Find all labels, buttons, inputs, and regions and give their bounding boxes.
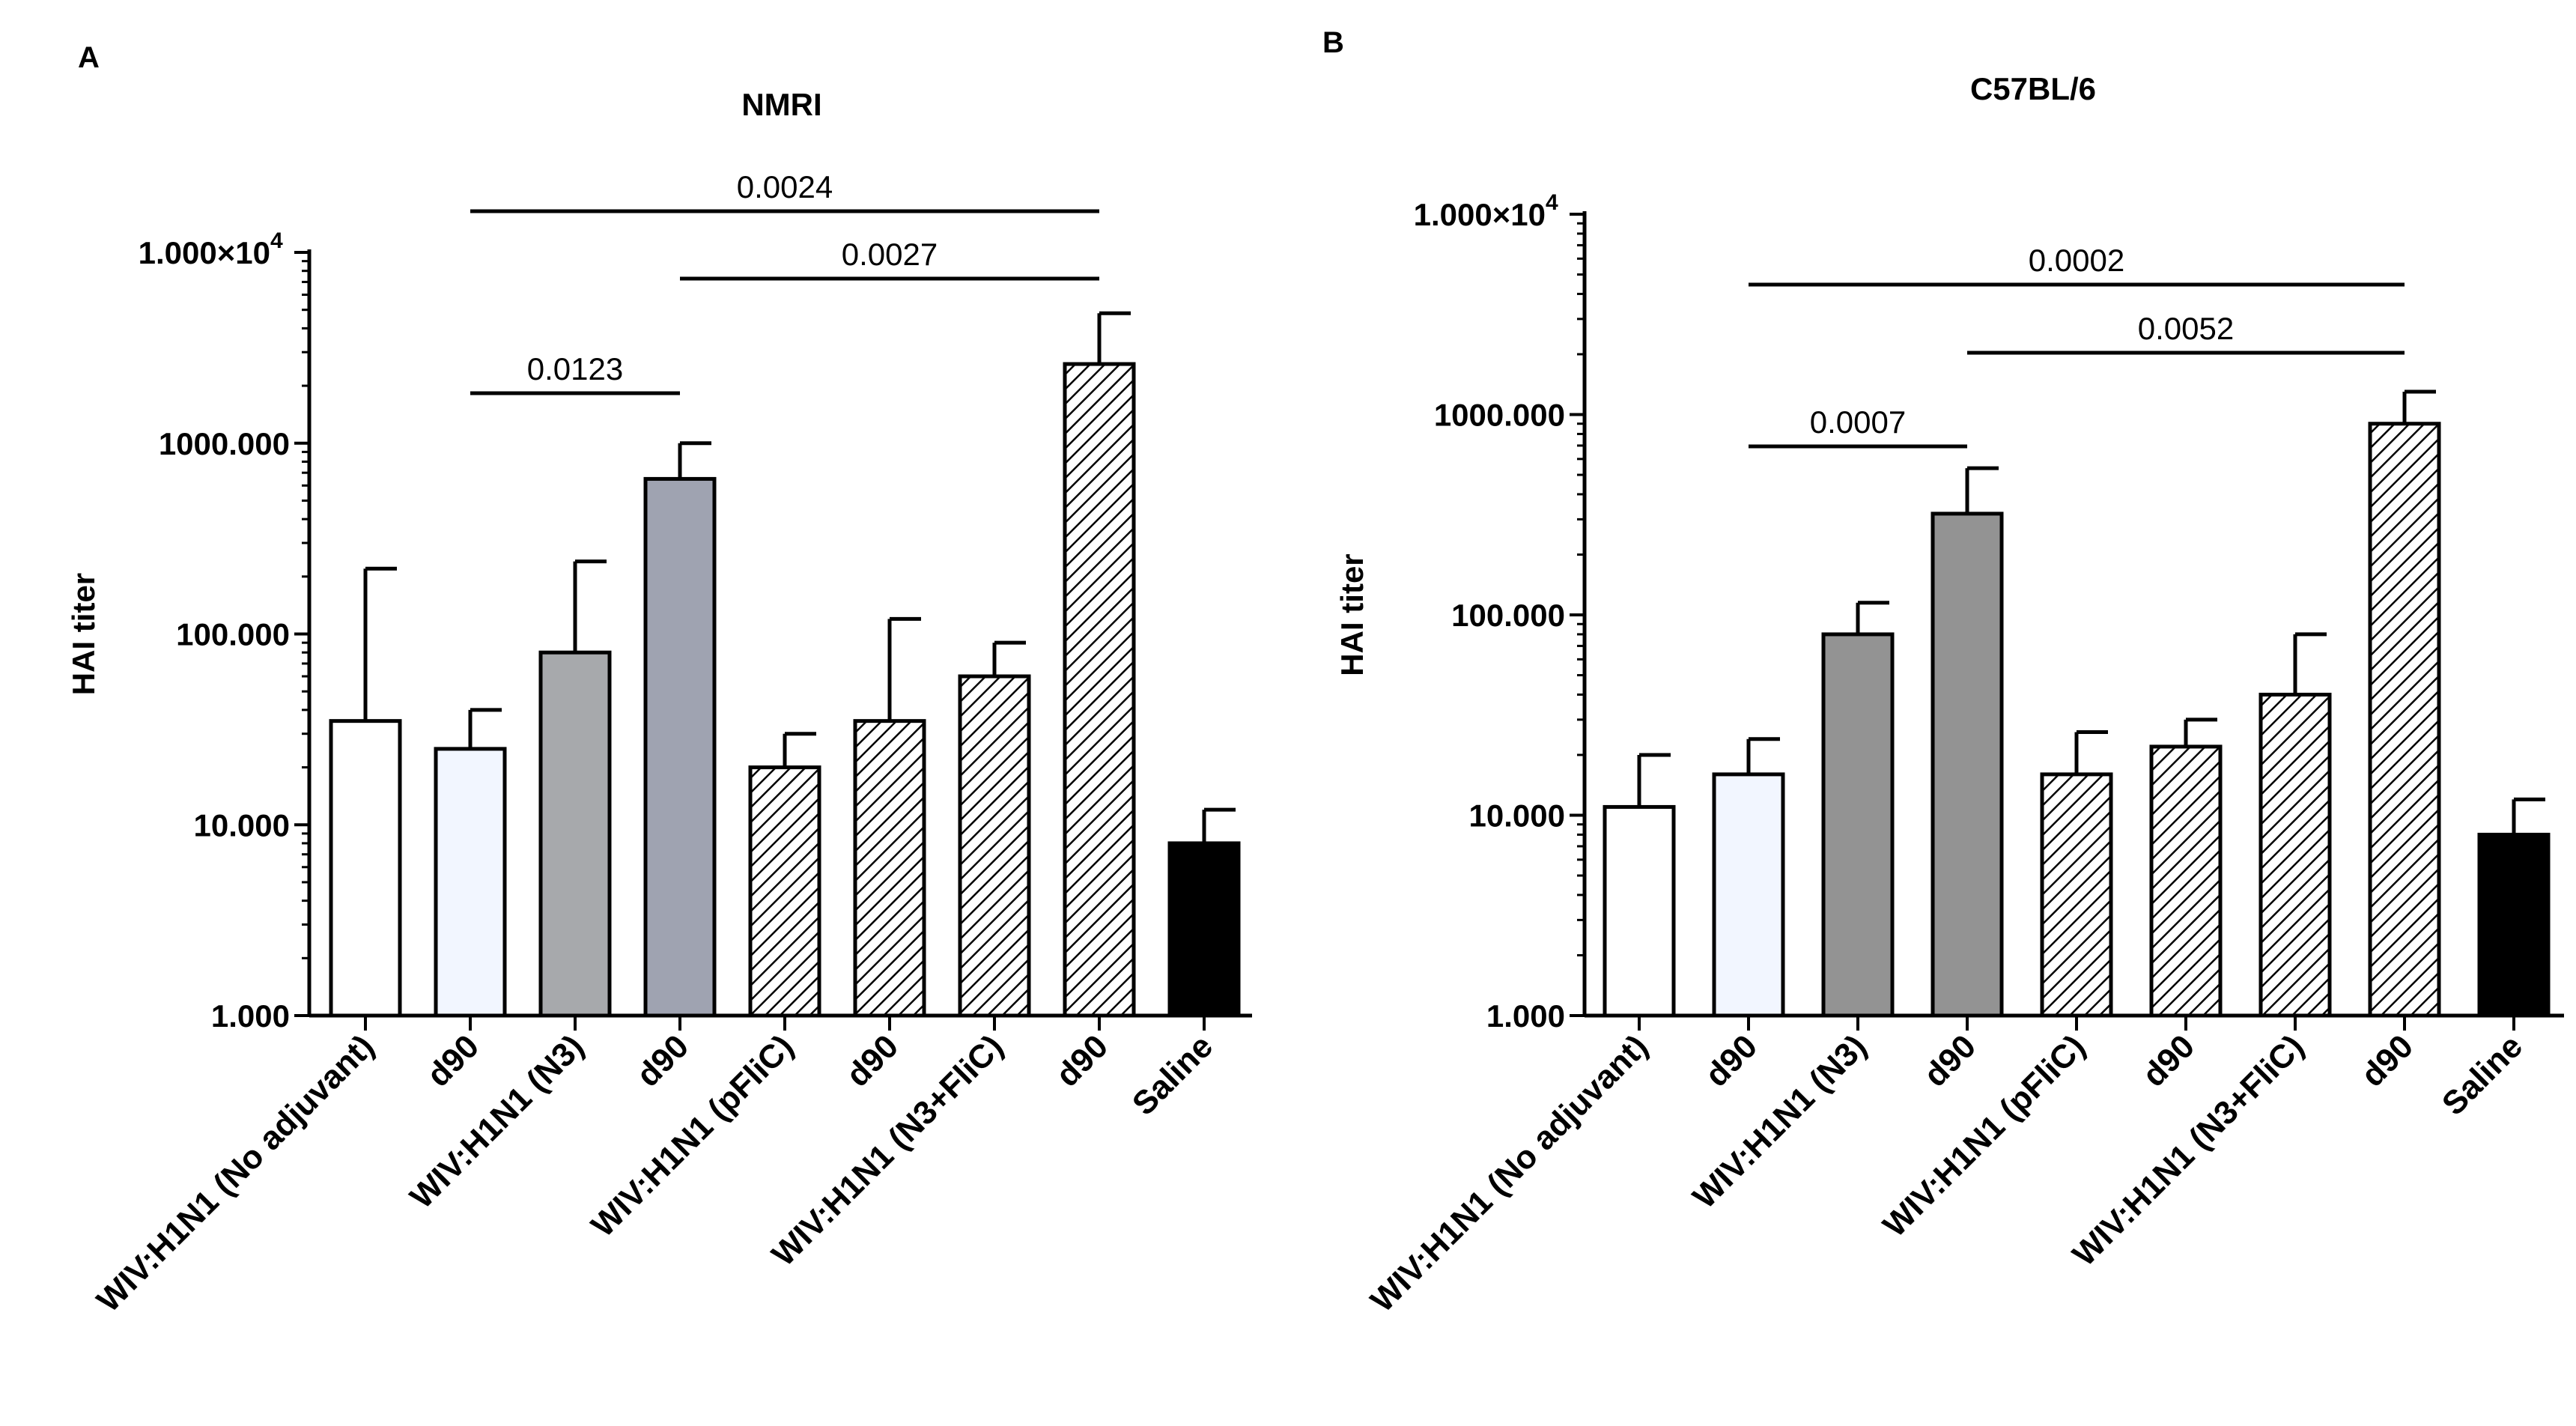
bar (434, 747, 507, 1018)
bar (2149, 744, 2223, 1018)
bar (2368, 422, 2441, 1018)
y-tick-label: 1000.000 (159, 426, 290, 461)
chart-title: NMRI (741, 87, 821, 122)
category-label: Saline (2435, 1028, 2530, 1122)
category-label: WIV:H1N1 (No adjuvant) (1364, 1028, 1655, 1319)
bar (643, 476, 717, 1018)
category-label: d90 (1049, 1028, 1115, 1093)
p-value-label: 0.0007 (1810, 404, 1906, 440)
p-value-label: 0.0024 (737, 169, 833, 204)
bar (538, 650, 612, 1018)
category-label: d90 (420, 1028, 486, 1093)
panel-b-chart: B C57BL/6 HAI titer 1.000 10.000 100.000 1000.… (1322, 26, 2564, 1319)
bar (958, 674, 1031, 1018)
category-label: d90 (2354, 1028, 2420, 1093)
p-value-label: 0.0123 (527, 351, 623, 386)
bar (2258, 692, 2332, 1018)
category-label: d90 (630, 1028, 696, 1093)
y-tick-label: 100.000 (176, 617, 290, 652)
p-value-label: 0.0027 (842, 237, 938, 272)
bar (748, 765, 821, 1018)
panel-a-chart: A NMRI HAI titer 1.000 10.000 100.000 1000.000… (66, 41, 1252, 1319)
category-label: Saline (1126, 1028, 1220, 1122)
category-label: d90 (2136, 1028, 2202, 1093)
panel-letter: A (78, 41, 100, 74)
bar (1821, 632, 1895, 1018)
y-axis-label: HAI titer (1334, 553, 1370, 676)
y-axis-label: HAI titer (66, 573, 101, 695)
y-tick-exponent: 4 (270, 228, 283, 253)
y-tick-label: 1000.000 (1434, 398, 1565, 433)
y-tick-label: 1.000×10 (1414, 197, 1546, 232)
y-tick-label: 1.000 (1486, 998, 1565, 1034)
category-label: d90 (1917, 1028, 1983, 1093)
y-tick-exponent: 4 (1546, 190, 1558, 215)
category-label: WIV:H1N1 (pFliC) (1876, 1028, 2092, 1244)
y-tick-label: 100.000 (1451, 598, 1565, 633)
bar (1712, 772, 1785, 1018)
y-tick-label: 10.000 (1469, 798, 1565, 834)
category-label: WIV:H1N1 (pFliC) (584, 1028, 801, 1244)
bar (1167, 841, 1241, 1018)
y-tick-label: 10.000 (194, 807, 290, 843)
category-label: d90 (1698, 1028, 1764, 1093)
bar (1063, 362, 1136, 1018)
bar (1603, 804, 1676, 1018)
bar (853, 719, 926, 1018)
p-value-label: 0.0002 (2029, 243, 2124, 278)
p-value-label: 0.0052 (2138, 311, 2234, 346)
bar (329, 719, 402, 1018)
bar (2040, 772, 2113, 1018)
y-tick-label: 1.000×10 (139, 235, 270, 270)
panel-letter: B (1322, 26, 1344, 59)
bar (2477, 832, 2551, 1018)
category-label: WIV:H1N1 (No adjuvant) (90, 1028, 381, 1319)
y-tick-label: 1.000 (211, 998, 290, 1034)
bar (1931, 512, 2004, 1018)
category-label: d90 (839, 1028, 905, 1093)
chart-title: C57BL/6 (1970, 71, 2096, 106)
